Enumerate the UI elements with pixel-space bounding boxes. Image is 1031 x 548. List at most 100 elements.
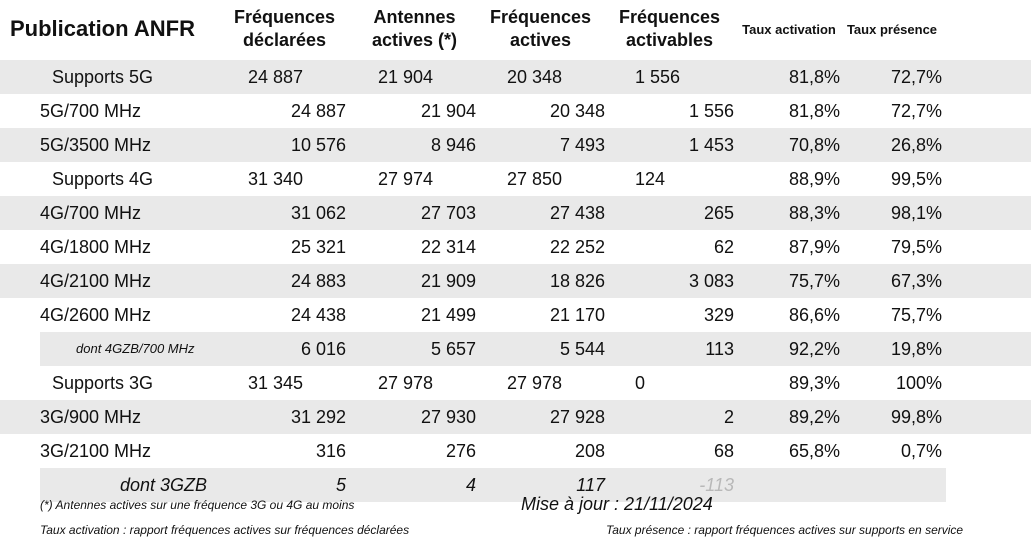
- table-row: Supports 5G 24 887 21 904 20 348 1 556 81,8% 7…: [0, 60, 1031, 94]
- cell-freq-actives: 27 978: [507, 373, 563, 393]
- row-label: 5G/700 MHz: [40, 101, 142, 121]
- header-freq-activables-line1: Fréquences: [618, 7, 721, 27]
- row-label: 4G/700 MHz: [40, 203, 142, 223]
- cell-freq-declarees: 24 887: [290, 101, 346, 121]
- header-antennes-actives: Antennes actives (*): [352, 6, 477, 52]
- cell-taux-activation: 88,3%: [788, 203, 840, 223]
- cell-freq-activables: 68: [713, 441, 734, 461]
- cell-freq-activables: 113: [705, 339, 734, 359]
- table-row: 3G/900 MHz 31 292 27 930 27 928 2 89,2% 99,8%: [0, 400, 1031, 434]
- cell-freq-actives: 27 850: [507, 169, 563, 189]
- cell-freq-activables: 1 556: [688, 101, 734, 121]
- cell-freq-declarees: 10 576: [290, 135, 346, 155]
- cell-freq-activables: 329: [703, 305, 734, 325]
- cell-taux-activation: 81,8%: [788, 67, 840, 87]
- cell-antennes-actives: 27 974: [378, 169, 434, 189]
- cell-freq-actives: 20 348: [549, 101, 605, 121]
- cell-freq-activables: -113: [699, 475, 734, 495]
- cell-antennes-actives: 22 314: [420, 237, 476, 257]
- table-row: 4G/2600 MHz 24 438 21 499 21 170 329 86,6% 75,…: [0, 298, 1031, 332]
- cell-taux-presence: 75,7%: [890, 305, 942, 325]
- cell-freq-actives: 27 438: [549, 203, 605, 223]
- header-freq-actives-line2: actives: [509, 30, 572, 50]
- cell-freq-actives: 18 826: [549, 271, 605, 291]
- cell-antennes-actives: 27 703: [420, 203, 476, 223]
- cell-taux-presence: 99,5%: [890, 169, 942, 189]
- header-antennes-actives-line2: actives (*): [371, 30, 458, 50]
- update-date: Mise à jour : 21/11/2024: [521, 494, 713, 514]
- cell-taux-activation: 92,2%: [788, 339, 840, 359]
- footnote-taux-presence: Taux présence : rapport fréquences activ…: [606, 523, 964, 537]
- cell-freq-activables: 265: [703, 203, 734, 223]
- cell-antennes-actives: 276: [445, 441, 476, 461]
- cell-taux-presence: 79,5%: [890, 237, 942, 257]
- cell-freq-activables: 1 556: [635, 67, 681, 87]
- cell-freq-declarees: 31 062: [290, 203, 346, 223]
- cell-taux-activation: 75,7%: [788, 271, 840, 291]
- table-row: 3G/2100 MHz 316 276 208 68 65,8% 0,7%: [0, 434, 1031, 468]
- cell-taux-activation: 65,8%: [788, 441, 840, 461]
- page-title: Publication ANFR: [10, 16, 195, 41]
- table-row: 4G/1800 MHz 25 321 22 314 22 252 62 87,9% 79,5…: [0, 230, 1031, 264]
- table-row: Supports 4G 31 340 27 974 27 850 124 88,9% 99,…: [0, 162, 1031, 196]
- header-freq-declarees: Fréquences déclarées: [222, 6, 347, 52]
- row-label: Supports 5G: [52, 67, 154, 87]
- table-row: 4G/700 MHz 31 062 27 703 27 438 265 88,3% 98,1…: [0, 196, 1031, 230]
- header-freq-activables-line2: activables: [625, 30, 714, 50]
- cell-freq-declarees: 316: [315, 441, 346, 461]
- cell-freq-declarees: 24 438: [290, 305, 346, 325]
- cell-antennes-actives: 21 499: [420, 305, 476, 325]
- row-label: dont 3GZB: [120, 475, 208, 495]
- cell-freq-actives: 27 928: [549, 407, 605, 427]
- cell-freq-actives: 21 170: [549, 305, 605, 325]
- cell-freq-activables: 2: [723, 407, 734, 427]
- cell-taux-presence: 100%: [895, 373, 942, 393]
- footnote-taux-activation: Taux activation : rapport fréquences act…: [40, 523, 410, 537]
- cell-freq-actives: 208: [574, 441, 605, 461]
- cell-taux-presence: 99,8%: [890, 407, 942, 427]
- header-freq-declarees-line1: Fréquences: [233, 7, 336, 27]
- header-freq-actives-line1: Fréquences: [489, 7, 592, 27]
- row-label: 4G/1800 MHz: [40, 237, 152, 257]
- cell-taux-presence: 0,7%: [900, 441, 942, 461]
- row-label: 4G/2600 MHz: [40, 305, 152, 325]
- header-taux-presence: Taux présence: [846, 22, 938, 37]
- cell-freq-declarees: 25 321: [290, 237, 346, 257]
- header-freq-declarees-line2: déclarées: [242, 30, 327, 50]
- cell-freq-actives: 117: [576, 475, 605, 495]
- cell-freq-activables: 3 083: [688, 271, 734, 291]
- cell-freq-activables: 124: [635, 169, 666, 189]
- cell-freq-activables: 1 453: [688, 135, 734, 155]
- cell-taux-activation: 89,3%: [788, 373, 840, 393]
- cell-antennes-actives: 5 657: [430, 339, 476, 359]
- cell-taux-activation: 87,9%: [788, 237, 840, 257]
- cell-taux-activation: 81,8%: [788, 101, 840, 121]
- cell-freq-declarees: 31 292: [290, 407, 346, 427]
- row-label: dont 4GZB/700 MHz: [76, 341, 195, 356]
- cell-taux-presence: 67,3%: [890, 271, 942, 291]
- table-header: Publication ANFR Fréquences déclarées An…: [0, 0, 1031, 60]
- cell-freq-declarees: 24 887: [248, 67, 304, 87]
- row-label: 4G/2100 MHz: [40, 271, 152, 291]
- cell-taux-activation: 86,6%: [788, 305, 840, 325]
- cell-antennes-actives: 21 904: [378, 67, 434, 87]
- cell-freq-actives: 5 544: [559, 339, 605, 359]
- cell-freq-actives: 7 493: [559, 135, 605, 155]
- cell-taux-presence: 72,7%: [890, 67, 942, 87]
- row-label: 5G/3500 MHz: [40, 135, 152, 155]
- cell-antennes-actives: 8 946: [430, 135, 476, 155]
- cell-antennes-actives: 4: [465, 475, 476, 495]
- table-row: 4G/2100 MHz 24 883 21 909 18 826 3 083 75,7% 6…: [0, 264, 1031, 298]
- cell-freq-declarees: 31 345: [248, 373, 304, 393]
- cell-freq-actives: 22 252: [549, 237, 605, 257]
- cell-taux-activation: 70,8%: [788, 135, 840, 155]
- header-freq-activables: Fréquences activables: [606, 6, 733, 52]
- cell-freq-activables: 0: [635, 373, 646, 393]
- cell-freq-activables: 62: [713, 237, 734, 257]
- header-taux-activation: Taux activation: [742, 22, 836, 37]
- cell-freq-actives: 20 348: [507, 67, 563, 87]
- cell-freq-declarees: 6 016: [300, 339, 346, 359]
- table-row: Supports 3G 31 345 27 978 27 978 0 89,3% 100%: [0, 366, 1031, 400]
- table-row: 5G/3500 MHz 10 576 8 946 7 493 1 453 70,8% 26,…: [0, 128, 1031, 162]
- cell-freq-declarees: 24 883: [290, 271, 346, 291]
